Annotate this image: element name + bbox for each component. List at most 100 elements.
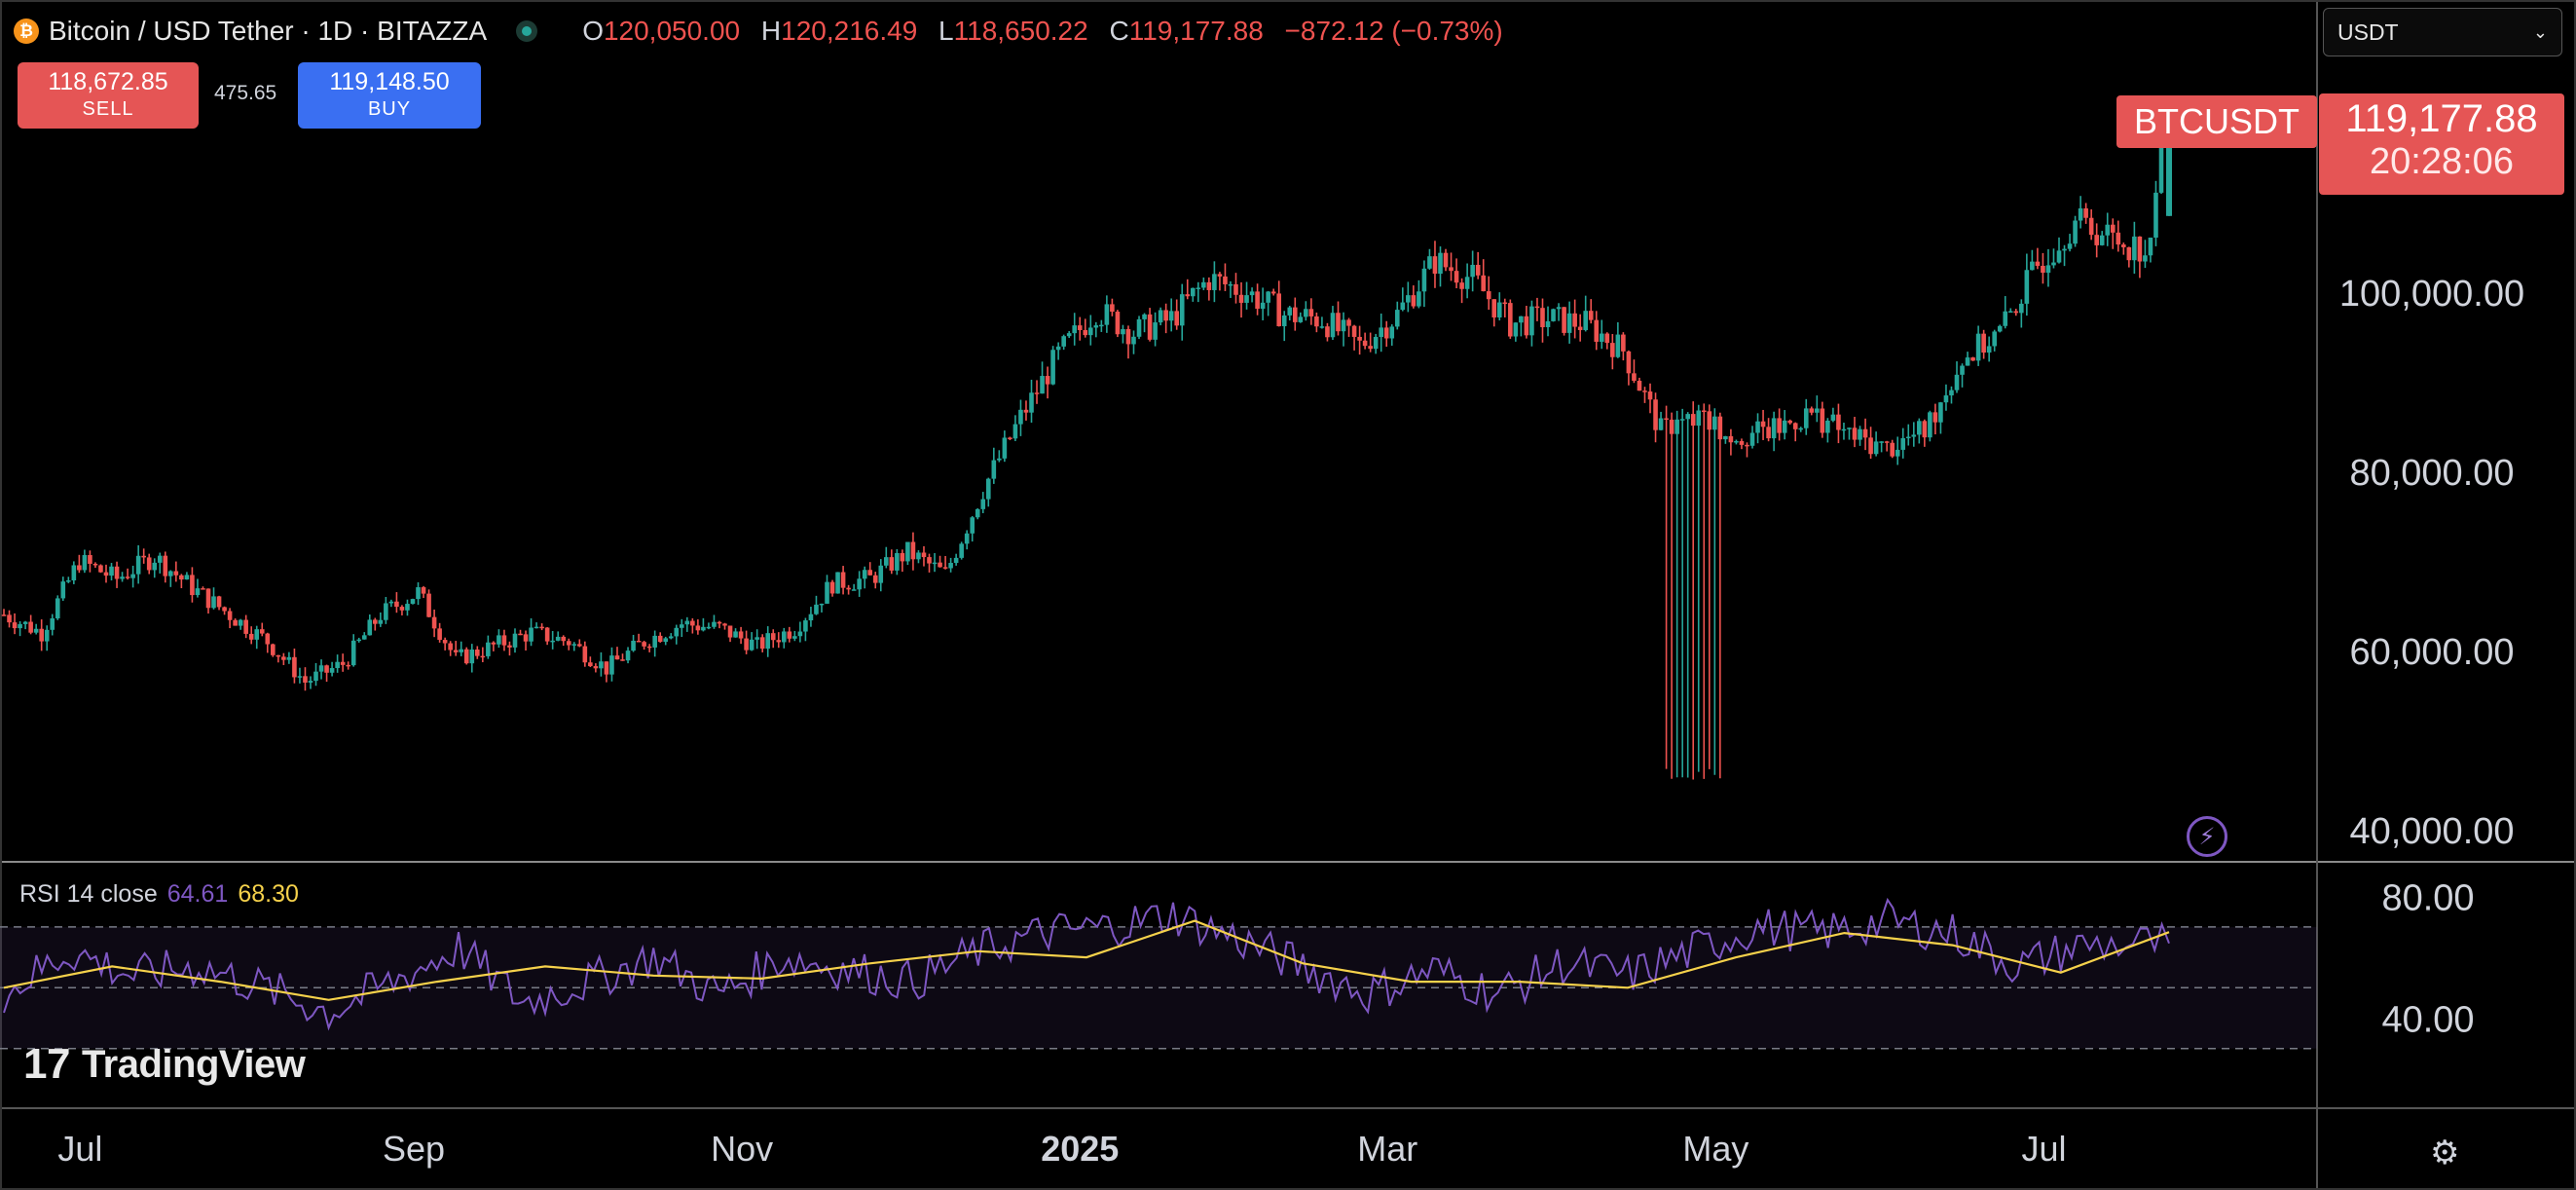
candle-body (1077, 325, 1083, 330)
candle-body (373, 619, 378, 624)
candle-body (942, 567, 948, 569)
candle-body (1884, 441, 1890, 443)
candle-body (1125, 328, 1131, 345)
candle-body (152, 562, 158, 571)
time-tick-label: Sep (383, 1129, 445, 1169)
candle-body (905, 541, 910, 562)
sell-button[interactable]: 118,672.85 SELL (18, 62, 199, 129)
buy-price: 119,148.50 (329, 68, 450, 95)
candle-body (1389, 326, 1395, 339)
candle-body (1868, 437, 1873, 455)
candle-body (1260, 302, 1266, 310)
candle-body (157, 555, 163, 563)
rsi-legend[interactable]: RSI 14 close 64.61 68.30 (19, 880, 299, 909)
candle-body (1336, 313, 1341, 332)
candle-body (1777, 418, 1782, 433)
candle-body (1572, 313, 1577, 327)
last-price-badge: 119,177.88 20:28:06 (2319, 93, 2564, 195)
candle-body (712, 621, 717, 627)
bitcoin-icon: ₿ (14, 19, 39, 44)
candle-body (1249, 291, 1255, 296)
candle-body (1459, 282, 1464, 289)
candle-body (480, 655, 486, 658)
rsi-tick-label: 80.00 (2381, 878, 2474, 919)
candle-body (916, 552, 921, 560)
candle-body (932, 562, 938, 565)
candle-body (1196, 287, 1201, 289)
candle-body (1890, 442, 1895, 457)
candle-body (1524, 316, 1529, 336)
candle-body (1712, 416, 1717, 430)
candle-body (130, 574, 135, 578)
candle-body (18, 623, 22, 629)
candle-body (631, 640, 636, 651)
candle-body (895, 552, 900, 571)
candle-body (959, 543, 964, 558)
buy-button[interactable]: 119,148.50 BUY (298, 62, 481, 129)
candle-body (1626, 351, 1632, 374)
candle-body (1055, 346, 1061, 351)
candle-body (2132, 236, 2137, 261)
candle-body (1330, 313, 1336, 338)
candle-body (421, 587, 426, 594)
candle-body (803, 620, 808, 632)
candle-body (2088, 217, 2094, 236)
candle-body (1061, 336, 1066, 347)
settings-gear-icon[interactable]: ⚙ (2430, 1134, 2460, 1171)
candle-body (781, 631, 787, 643)
candle-body (819, 603, 825, 606)
last-price-value: 119,177.88 (2345, 97, 2538, 140)
candle-body (88, 555, 92, 564)
candle-body (1496, 302, 1502, 318)
candle-body (1110, 304, 1115, 313)
symbol-title[interactable]: Bitcoin / USD Tether · 1D · BITAZZA (49, 16, 488, 46)
symbol-price-badge: BTCUSDT (2116, 95, 2317, 148)
candle-body (1879, 441, 1884, 443)
rsi-title: RSI 14 close (19, 880, 158, 908)
candle-body (7, 614, 12, 623)
candle-body (529, 627, 534, 642)
candle-body (690, 620, 695, 626)
candle-body (1136, 318, 1142, 337)
candle-body (2056, 250, 2062, 263)
candle-body (1551, 309, 1556, 321)
candle-body (1121, 328, 1125, 335)
candle-body (201, 588, 205, 590)
candle-body (840, 572, 846, 588)
candle-body (776, 640, 782, 643)
candle-body (1981, 333, 1986, 353)
candle-body (512, 633, 518, 648)
candle-body (1217, 274, 1223, 277)
candle-body (2030, 261, 2035, 271)
candle-body (308, 681, 313, 683)
candle-body (1432, 256, 1438, 275)
lightning-icon[interactable]: ⚡ (2187, 816, 2227, 857)
candle-body (431, 616, 437, 629)
candle-body (1664, 418, 1669, 421)
candle-body (426, 593, 431, 617)
candle-body (1815, 408, 1820, 413)
candle-body (361, 635, 367, 640)
close-value: 119,177.88 (1128, 16, 1264, 46)
candle-body (71, 565, 77, 581)
market-status-icon[interactable] (516, 20, 538, 42)
candle-body (975, 508, 980, 518)
candle-body (910, 541, 916, 560)
candle-body (1787, 420, 1792, 424)
candle-body (1674, 419, 1679, 434)
candle-body (1045, 376, 1050, 385)
rsi-ma-line (3, 919, 2170, 1001)
candle-body (378, 619, 384, 624)
candle-body (475, 649, 480, 656)
candle-body (2121, 244, 2126, 247)
candle-body (82, 555, 88, 571)
candle-body (744, 638, 749, 651)
candle-body (561, 636, 567, 642)
currency-select[interactable]: USDT ⌄ (2323, 8, 2562, 56)
candle-body (1383, 327, 1389, 339)
candle-body (356, 639, 362, 642)
candle-body (1319, 326, 1325, 328)
candle-body (674, 627, 680, 637)
high-value: 120,216.49 (781, 16, 918, 46)
